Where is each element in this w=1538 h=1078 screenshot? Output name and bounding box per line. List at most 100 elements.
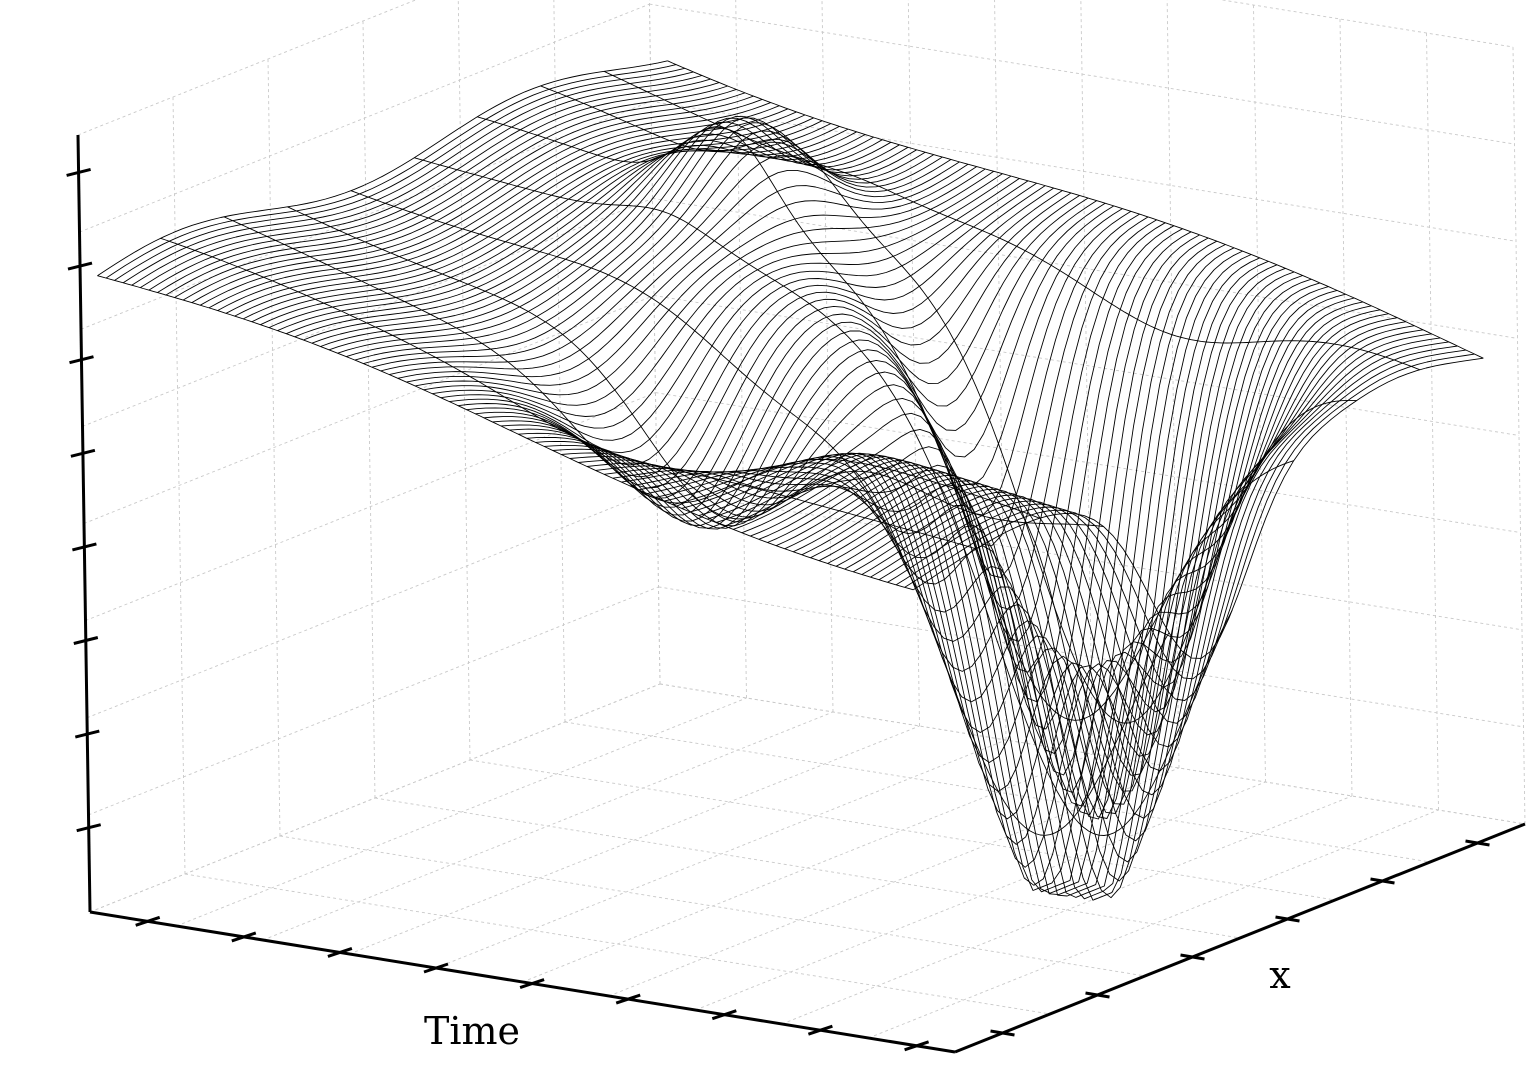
surface-time-line [561, 210, 1132, 527]
z-axis-tick [69, 355, 94, 365]
surface-time-line [423, 170, 995, 406]
surface-time-line [913, 357, 1484, 659]
z-axis-tick [66, 167, 91, 177]
time-axis-tick [519, 978, 545, 990]
surface-time-line [200, 102, 771, 306]
surface-time-line [492, 190, 1063, 499]
x-axis-tick [1370, 877, 1395, 885]
time-axis-tick [135, 915, 161, 927]
surface-time-line [432, 173, 1003, 417]
back-wall-grid-line [1080, 0, 1093, 755]
time-axis-tick [807, 1024, 833, 1036]
surface-time-line [294, 134, 866, 338]
surface-time-line [346, 117, 917, 358]
surface-time-line [449, 178, 1020, 441]
surface-time-line [337, 116, 909, 354]
back-wall-grid-line [1219, 0, 1514, 48]
surface-time-line [698, 260, 1269, 805]
surface-x-line [477, 116, 1294, 721]
surface-x-line [667, 60, 1484, 359]
time-axis-tick [423, 962, 449, 974]
surface-x-line [160, 237, 977, 550]
x-axis-tick [1180, 953, 1205, 961]
side-wall-grid-line [457, 0, 471, 761]
surface-x-line [287, 206, 1104, 527]
z-axis-tick [74, 729, 100, 739]
surface-time-line [844, 325, 1415, 842]
z-axis-tick [67, 261, 93, 271]
surface-time-line [638, 237, 1209, 776]
surface-time-line [724, 271, 1295, 845]
surface-time-line [466, 182, 1037, 466]
surface-time-line [457, 180, 1029, 454]
x-axis-tick [1465, 839, 1490, 847]
surface-time-line [535, 202, 1106, 529]
surface-time-line [174, 92, 746, 298]
surface-time-line [243, 117, 814, 320]
surface-time-line [328, 117, 900, 351]
surface-time-line [483, 187, 1055, 489]
surface-time-line [552, 208, 1123, 529]
surface-time-line [801, 305, 1372, 900]
surface-time-line [148, 82, 720, 291]
time-axis-tick [711, 1009, 737, 1021]
x-axis-tick [990, 1029, 1015, 1037]
surface-time-line [320, 121, 892, 347]
surface-x-line [350, 190, 1170, 836]
floor-grid-line [564, 721, 1431, 863]
back-wall-grid-line [653, 295, 1520, 436]
back-wall-grid-line [821, 0, 834, 713]
surface-time-line [389, 161, 960, 376]
surface-time-line [268, 125, 840, 329]
surface-time-line [818, 313, 1389, 899]
back-wall-grid-line [658, 586, 1524, 728]
wireframe-surface [97, 60, 1484, 901]
side-wall-grid-line [88, 586, 659, 816]
surface-time-line [225, 111, 797, 314]
surface-time-line [578, 216, 1149, 578]
side-wall-grid-line [77, 0, 417, 136]
surface-time-line [311, 127, 883, 344]
surface-time-line [380, 155, 952, 372]
surface-time-line [586, 219, 1157, 610]
surface-time-line [887, 345, 1458, 724]
side-wall-grid-line [89, 683, 661, 913]
x-axis-line [954, 822, 1526, 1054]
floor-grid-line [349, 725, 920, 955]
floor-grid-line [374, 797, 1241, 939]
back-wall-grid-line [649, 3, 1515, 145]
floor-grid-line [781, 795, 1353, 1025]
back-wall-grid-line [735, 0, 747, 699]
surface-time-line [861, 333, 1432, 796]
side-wall-grid-line [80, 100, 652, 330]
surface-time-line [784, 297, 1355, 897]
z-axis-tick [72, 542, 97, 552]
floor-grid-line [184, 873, 1051, 1015]
surface-time-line [97, 60, 668, 277]
z-axis-tick [70, 448, 96, 458]
surface-time-line [131, 75, 703, 286]
surface-time-line [835, 321, 1406, 863]
surface-time-line [715, 267, 1286, 820]
surface-time-line [526, 200, 1097, 527]
surface-time-line [303, 133, 874, 341]
surface-time-line [672, 250, 1243, 820]
time-axis-label: Time [424, 1009, 520, 1053]
surface-time-line [414, 168, 986, 396]
surface-time-line [904, 353, 1475, 680]
surface-time-line [793, 301, 1364, 898]
axes [66, 134, 1526, 1054]
surface-time-line [406, 166, 977, 386]
surface-time-line [827, 317, 1398, 882]
surface-time-line [621, 231, 1192, 730]
surface-time-line [732, 275, 1303, 868]
surface-time-line [767, 289, 1338, 894]
surface-time-line [286, 131, 857, 335]
x-axis-tick [1085, 991, 1110, 999]
floor-grid-line [279, 835, 1146, 977]
surface-x-line [97, 275, 914, 591]
surface-time-line [114, 67, 685, 281]
surface-time-line [647, 240, 1218, 793]
